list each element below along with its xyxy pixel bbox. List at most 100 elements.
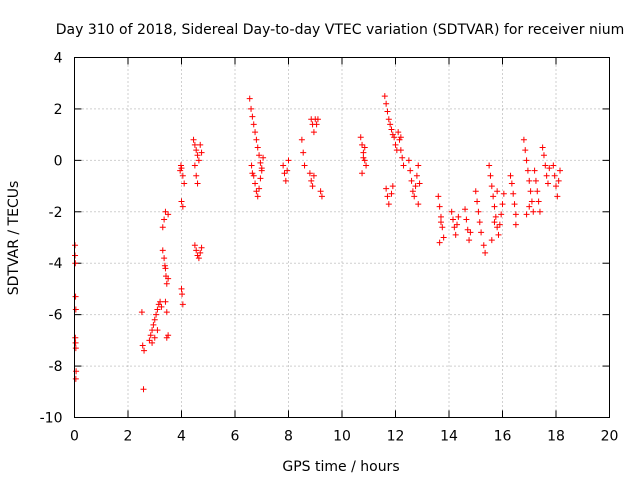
data-point	[191, 242, 198, 249]
data-point	[412, 183, 419, 190]
data-point	[487, 172, 494, 179]
data-point	[72, 345, 79, 352]
data-point	[150, 321, 157, 328]
data-point	[257, 159, 264, 166]
data-point	[523, 211, 530, 218]
y-tick-label: 2	[54, 102, 63, 118]
data-point	[193, 247, 200, 254]
data-point	[495, 231, 502, 238]
x-tick-label: 10	[333, 429, 351, 445]
data-point	[250, 121, 257, 128]
data-point	[400, 162, 407, 169]
data-point	[253, 136, 260, 143]
data-point	[530, 208, 537, 215]
data-point	[161, 255, 168, 262]
data-point	[488, 237, 495, 244]
data-point	[248, 162, 255, 169]
data-point	[163, 309, 170, 316]
data-point	[409, 188, 416, 195]
data-point	[510, 190, 517, 197]
data-point	[257, 175, 264, 182]
data-point	[317, 188, 324, 195]
data-point	[359, 170, 366, 177]
x-tick-label: 14	[440, 429, 458, 445]
data-point	[511, 201, 518, 208]
y-axis-tick-labels: -10 -8 -6 -4 -2 0 2 4	[40, 51, 63, 427]
data-point	[254, 193, 261, 200]
data-point	[149, 339, 156, 346]
data-point	[388, 126, 395, 133]
data-point	[181, 180, 188, 187]
data-point	[246, 95, 253, 102]
data-point	[163, 334, 170, 341]
data-point	[194, 180, 201, 187]
data-point	[464, 226, 471, 233]
y-tick-label: -8	[49, 359, 63, 375]
data-point	[455, 213, 462, 220]
data-point	[252, 129, 259, 136]
data-point	[466, 237, 473, 244]
data-point	[388, 190, 395, 197]
data-point	[256, 185, 263, 192]
data-point	[436, 239, 443, 246]
data-point	[298, 136, 305, 143]
chart-title: Day 310 of 2018, Sidereal Day-to-day VTE…	[56, 22, 625, 38]
data-point	[140, 386, 147, 393]
data-point	[361, 157, 368, 164]
data-point	[178, 285, 185, 292]
y-axis-label: SDTVAR / TECUs	[6, 181, 22, 296]
data-point	[498, 211, 505, 218]
data-point	[555, 177, 562, 184]
data-point	[528, 198, 535, 205]
x-tick-label: 6	[231, 429, 240, 445]
data-point	[553, 183, 559, 190]
data-point	[437, 219, 444, 226]
data-point	[177, 167, 184, 174]
data-point	[163, 280, 170, 287]
data-point	[198, 244, 205, 251]
data-point	[383, 185, 390, 192]
data-point	[407, 167, 414, 174]
data-point	[149, 327, 156, 334]
data-point	[154, 327, 161, 334]
data-point	[523, 157, 530, 164]
data-point	[389, 183, 396, 190]
data-point	[500, 190, 507, 197]
data-point	[72, 339, 79, 346]
data-point	[463, 216, 470, 223]
data-point	[363, 162, 370, 169]
x-axis-label: GPS time / hours	[282, 459, 399, 475]
data-point	[191, 162, 198, 169]
data-point	[193, 147, 200, 154]
data-point	[508, 180, 515, 187]
data-point	[314, 116, 321, 123]
data-point	[482, 249, 489, 256]
data-point	[360, 149, 367, 156]
data-point	[476, 219, 483, 226]
data-point	[524, 167, 531, 174]
data-point	[178, 198, 185, 205]
data-point	[318, 193, 325, 200]
data-point	[452, 231, 459, 238]
data-point	[411, 193, 418, 200]
data-point	[415, 162, 422, 169]
data-point	[282, 177, 289, 184]
data-point	[557, 167, 564, 174]
data-point	[399, 154, 406, 161]
data-point	[397, 147, 404, 154]
data-point	[532, 177, 539, 184]
data-point	[162, 265, 169, 272]
data-point	[439, 224, 446, 231]
data-point	[527, 188, 534, 195]
data-point	[254, 144, 261, 151]
data-point	[520, 136, 527, 143]
data-point	[450, 216, 457, 223]
data-point	[146, 337, 153, 344]
data-point	[306, 170, 313, 177]
data-point	[285, 157, 292, 164]
data-point	[496, 221, 503, 228]
data-point	[72, 260, 79, 267]
data-point	[253, 188, 260, 195]
data-point	[256, 152, 263, 159]
